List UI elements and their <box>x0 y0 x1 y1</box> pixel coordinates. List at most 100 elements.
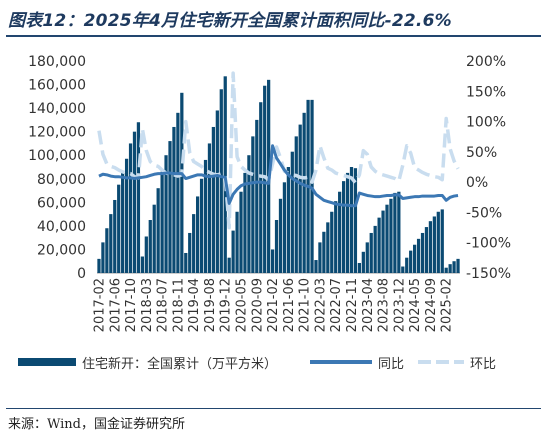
bar <box>184 252 188 273</box>
legend-label-mom: 环比 <box>470 356 497 372</box>
x-tick-label: 2023-04 <box>361 278 376 332</box>
bar <box>452 261 456 273</box>
bar <box>215 110 219 273</box>
y-right-tick-label: 0% <box>466 175 488 191</box>
bar <box>124 158 129 273</box>
x-tick-label: 2024-05 <box>408 278 423 332</box>
legend-swatch-yoy <box>310 360 372 364</box>
chart-title: 图表12：2025年4月住宅新开全国累计面积同比-22.6% <box>8 11 452 31</box>
bar <box>294 136 298 273</box>
bar <box>156 188 160 273</box>
x-tick-group: 2021-02 <box>266 278 281 332</box>
bar <box>105 228 109 273</box>
bar <box>136 122 141 274</box>
bar <box>290 151 294 273</box>
bar <box>420 232 425 273</box>
bar <box>338 191 342 273</box>
bar <box>148 220 152 273</box>
bar <box>188 232 192 273</box>
x-tick-label: 2020-05 <box>235 278 250 332</box>
x-tick-group: 2024-05 <box>408 278 423 332</box>
yoy-line <box>98 144 459 208</box>
x-tick-group: 2025-02 <box>440 278 455 332</box>
x-tick-label: 2021-06 <box>282 278 297 332</box>
x-tick-label: 2018-03 <box>140 278 155 332</box>
bar <box>219 89 223 274</box>
bar <box>416 238 421 273</box>
bar <box>365 242 369 273</box>
bar <box>121 172 125 273</box>
legend-swatch-mom <box>418 360 464 364</box>
bar <box>334 201 338 273</box>
bar <box>207 143 212 273</box>
bar <box>428 221 433 273</box>
legend-item-yoy: 同比 <box>310 352 404 372</box>
x-tick-group: 2023-04 <box>361 278 376 332</box>
x-tick-group: 2022-07 <box>329 278 344 332</box>
x-tick-label: 2018-07 <box>156 278 171 332</box>
legend-item-mom: 环比 <box>418 352 496 372</box>
bar <box>144 236 148 273</box>
x-tick-label: 2017-10 <box>124 278 139 332</box>
x-tick-group: 2023-08 <box>377 278 392 332</box>
x-tick-label: 2017-02 <box>92 278 107 332</box>
bar <box>223 76 227 273</box>
bar <box>318 242 322 273</box>
y-right-tick-label: 50% <box>466 145 497 161</box>
y-right-tick-label: 150% <box>466 84 506 100</box>
bar <box>117 184 121 273</box>
legend-label-bars: 住宅新开：全国累计（万平方米） <box>82 356 278 372</box>
bar <box>393 192 397 273</box>
bar <box>369 232 373 273</box>
y-left-tick-label: 100,000 <box>28 148 86 164</box>
bar <box>357 262 362 273</box>
y-left-tick-label: 140,000 <box>28 101 86 117</box>
bar <box>270 249 275 273</box>
bar <box>152 204 156 273</box>
x-tick-group: 2022-03 <box>313 278 328 332</box>
bar <box>405 257 409 273</box>
bar <box>239 191 243 273</box>
y-left-tick-label: 120,000 <box>28 125 86 141</box>
x-tick-label: 2025-02 <box>440 278 455 332</box>
bar <box>109 214 113 273</box>
bar <box>211 126 216 274</box>
x-tick-group: 2017-02 <box>92 278 107 332</box>
bar <box>401 266 405 273</box>
bar <box>397 191 401 273</box>
bar <box>203 159 208 273</box>
mom-line <box>97 71 460 230</box>
bar <box>377 217 381 273</box>
x-tick-label: 2022-03 <box>313 278 328 332</box>
bar <box>310 99 314 274</box>
bar <box>330 211 334 273</box>
tick-labels: 0 20,000 40,000 60,000 80,000 100,000 120,000 1… <box>28 54 511 332</box>
bar <box>180 92 184 273</box>
x-tick-label: 2023-08 <box>377 278 392 332</box>
bar <box>440 209 444 273</box>
bar <box>409 250 413 273</box>
bar <box>243 172 247 273</box>
bar <box>353 168 358 273</box>
y-left-tick-label: 80,000 <box>37 172 86 188</box>
line-series <box>97 71 460 230</box>
bar <box>259 102 263 273</box>
bar <box>196 196 200 273</box>
bar <box>97 258 101 273</box>
bar <box>444 267 448 273</box>
bar <box>302 112 306 273</box>
bar <box>192 214 196 273</box>
x-tick-label: 2024-09 <box>424 278 439 332</box>
x-tick-label: 2021-02 <box>266 278 281 332</box>
x-tick-group: 2021-06 <box>282 278 297 332</box>
legend-item-bars: 住宅新开：全国累计（万平方米） <box>18 352 277 372</box>
y-right-tick-label: 100% <box>466 115 506 131</box>
bar <box>326 222 330 273</box>
bar <box>436 211 440 273</box>
y-right-tick-label: -50% <box>466 205 502 221</box>
x-tick-group: 2019-08 <box>203 278 218 332</box>
bar <box>176 112 180 273</box>
bar <box>314 260 318 273</box>
x-tick-group: 2018-03 <box>140 278 155 332</box>
x-tick-group: 2021-10 <box>298 278 313 332</box>
